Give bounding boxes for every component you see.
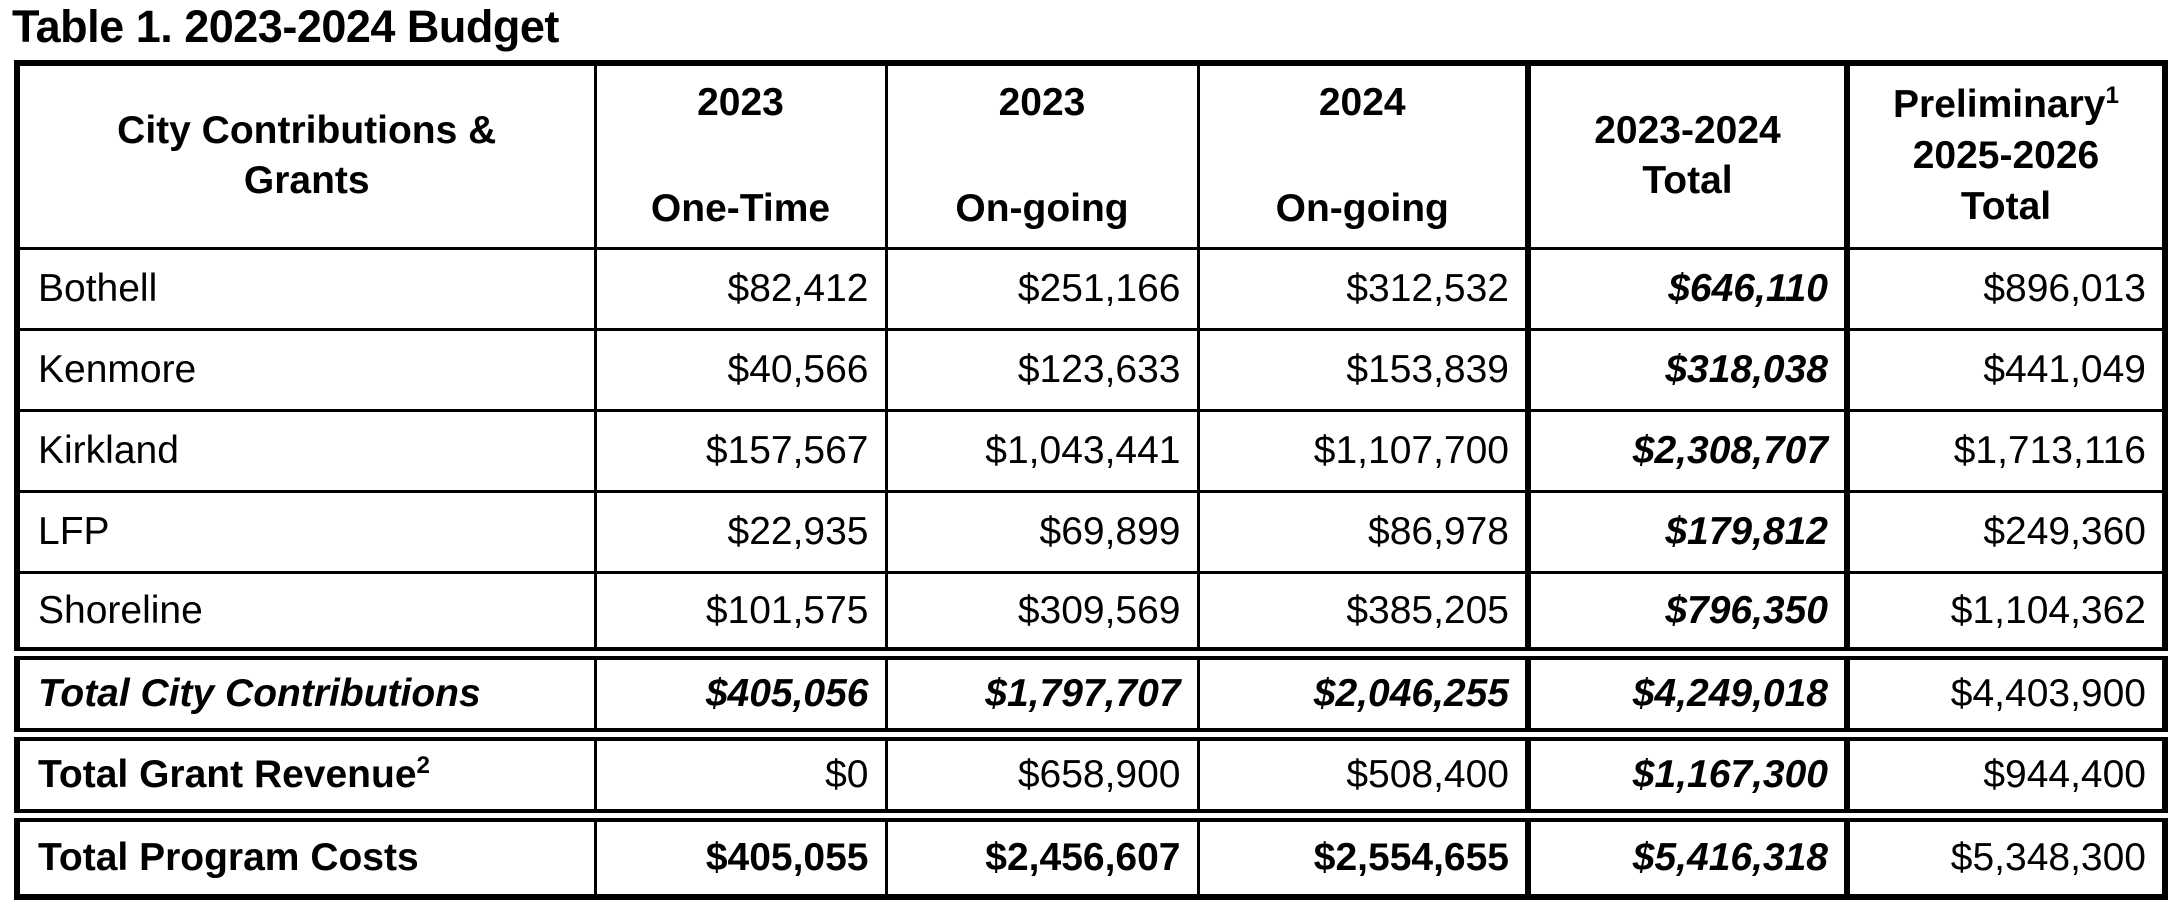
header-2023-2024-total: 2023-2024 Total xyxy=(1525,61,1849,250)
value-cell-total: $2,308,707 xyxy=(1525,409,1849,493)
value-cell: $69,899 xyxy=(884,490,1200,574)
value-cell: $2,554,655 xyxy=(1196,814,1530,898)
value-cell-preliminary: $5,348,300 xyxy=(1844,814,2167,898)
header-line: 2023 xyxy=(697,80,784,124)
header-2023-one-time: 2023 One-Time xyxy=(593,61,888,250)
value-cell: $1,107,700 xyxy=(1196,409,1530,493)
row-label: Total City Contributions xyxy=(15,652,597,741)
header-2023-ongoing: 2023 On-going xyxy=(884,61,1200,250)
value-cell: $2,456,607 xyxy=(884,814,1200,898)
value-cell-preliminary: $944,400 xyxy=(1844,733,2167,822)
header-line: Grants xyxy=(243,159,370,203)
header-line: On-going xyxy=(955,187,1129,231)
value-cell: $82,412 xyxy=(593,247,888,331)
header-line: Preliminary1 xyxy=(1893,82,2119,127)
header-preliminary-2025-2026-total: Preliminary1 2025-2026 Total xyxy=(1844,61,2167,250)
value-cell-preliminary: $249,360 xyxy=(1844,490,2167,574)
header-city-contributions: City Contributions & Grants xyxy=(15,61,597,250)
row-label: Total Grant Revenue2 xyxy=(15,733,597,822)
value-cell: $1,797,707 xyxy=(884,652,1200,741)
table-row-lfp: LFP $22,935 $69,899 $86,978 $179,812 $24… xyxy=(15,490,2167,574)
value-cell-total: $318,038 xyxy=(1525,328,1849,412)
value-cell: $0 xyxy=(593,733,888,822)
value-cell: $1,043,441 xyxy=(884,409,1200,493)
table-title: Table 1. 2023-2024 Budget xyxy=(12,1,559,52)
value-cell: $405,056 xyxy=(593,652,888,741)
header-line: 2023 xyxy=(998,80,1086,124)
value-cell-preliminary: $1,713,116 xyxy=(1844,409,2167,493)
value-cell: $658,900 xyxy=(884,733,1200,822)
value-cell: $22,935 xyxy=(593,490,888,574)
value-cell: $123,633 xyxy=(884,328,1200,412)
value-cell: $312,532 xyxy=(1196,247,1530,331)
value-cell-total: $646,110 xyxy=(1525,247,1849,331)
header-2024-ongoing: 2024 On-going xyxy=(1196,61,1530,250)
budget-table: City Contributions & Grants 2023 One-Tim… xyxy=(14,59,2168,900)
value-cell-total: $1,167,300 xyxy=(1525,733,1849,822)
value-cell: $405,055 xyxy=(593,814,888,898)
value-cell: $153,839 xyxy=(1196,328,1530,412)
table-row-bothell: Bothell $82,412 $251,166 $312,532 $646,1… xyxy=(15,247,2167,331)
header-line: On-going xyxy=(1275,187,1449,231)
value-cell: $251,166 xyxy=(884,247,1200,331)
table-row-shoreline: Shoreline $101,575 $309,569 $385,205 $79… xyxy=(15,571,2167,660)
row-label: LFP xyxy=(15,490,597,574)
header-line: 2025-2026 xyxy=(1912,133,2100,177)
table-row-total-program-costs: Total Program Costs $405,055 $2,456,607 … xyxy=(15,814,2167,898)
value-cell-preliminary: $441,049 xyxy=(1844,328,2167,412)
value-cell: $40,566 xyxy=(593,328,888,412)
footnote-marker-1: 1 xyxy=(2105,82,2119,110)
row-label: Shoreline xyxy=(15,571,597,660)
value-cell-total: $179,812 xyxy=(1525,490,1849,574)
row-label: Bothell xyxy=(15,247,597,331)
table-row-total-grant-revenue: Total Grant Revenue2 $0 $658,900 $508,40… xyxy=(15,733,2167,822)
value-cell: $2,046,255 xyxy=(1196,652,1530,741)
header-line: 2024 xyxy=(1318,80,1406,124)
table-row-kenmore: Kenmore $40,566 $123,633 $153,839 $318,0… xyxy=(15,328,2167,412)
header-line: City Contributions & xyxy=(117,108,497,152)
value-cell: $157,567 xyxy=(593,409,888,493)
value-cell: $309,569 xyxy=(884,571,1200,660)
table-row-total-city-contributions: Total City Contributions $405,056 $1,797… xyxy=(15,652,2167,741)
value-cell-total: $796,350 xyxy=(1525,571,1849,660)
table-row-kirkland: Kirkland $157,567 $1,043,441 $1,107,700 … xyxy=(15,409,2167,493)
header-row: City Contributions & Grants 2023 One-Tim… xyxy=(15,61,2167,250)
row-label: Total Program Costs xyxy=(15,814,597,898)
header-line: Total xyxy=(1960,184,2052,228)
value-cell-total: $5,416,318 xyxy=(1525,814,1849,898)
row-label: Kirkland xyxy=(15,409,597,493)
value-cell: $86,978 xyxy=(1196,490,1530,574)
row-label: Kenmore xyxy=(15,328,597,412)
value-cell-preliminary: $896,013 xyxy=(1844,247,2167,331)
value-cell-preliminary: $4,403,900 xyxy=(1844,652,2167,741)
header-line: Total xyxy=(1642,159,1733,203)
value-cell: $101,575 xyxy=(593,571,888,660)
footnote-marker-2: 2 xyxy=(416,752,430,779)
header-line: One-Time xyxy=(650,187,831,231)
value-cell-preliminary: $1,104,362 xyxy=(1844,571,2167,660)
value-cell: $508,400 xyxy=(1196,733,1530,822)
header-line: 2023-2024 xyxy=(1594,108,1781,152)
value-cell-total: $4,249,018 xyxy=(1525,652,1849,741)
value-cell: $385,205 xyxy=(1196,571,1530,660)
